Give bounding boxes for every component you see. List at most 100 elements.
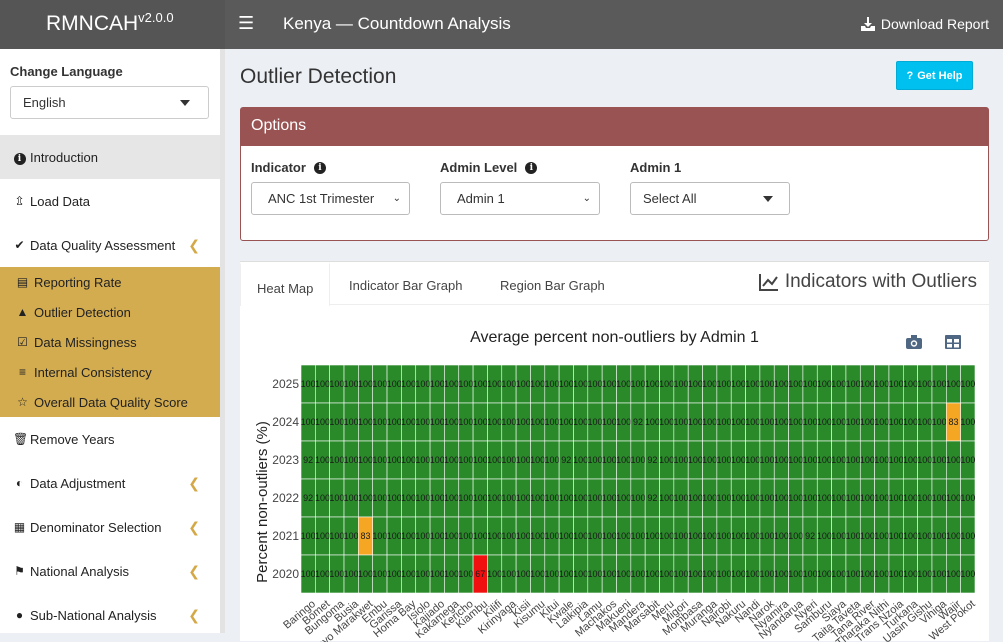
heatmap-cell-label: 100 (616, 417, 631, 427)
heatmap-cell-label: 100 (659, 455, 674, 465)
y-axis-label: Percent non-outliers (%) (254, 421, 271, 583)
heatmap-cell-label: 100 (788, 455, 803, 465)
admin1-label-text: Admin 1 (630, 160, 682, 175)
heatmap-cell-label: 100 (630, 531, 645, 541)
heatmap-cell-label: 100 (444, 455, 459, 465)
heatmap-cell-label: 100 (760, 379, 775, 389)
heatmap-cell-label: 100 (501, 455, 516, 465)
heatmap-cell-label: 100 (932, 379, 947, 389)
admin1-value: Select All (643, 191, 697, 206)
options-title: Options (241, 108, 988, 146)
heatmap-cell-label: 100 (745, 531, 760, 541)
heatmap-cell-label: 100 (817, 379, 832, 389)
heatmap-cell-label: 100 (487, 455, 502, 465)
heatmap-cell-label: 100 (774, 531, 789, 541)
tab-indicator-bar-graph[interactable]: Indicator Bar Graph (349, 278, 463, 293)
heatmap-cell-label: 100 (803, 493, 818, 503)
heatmap-cell-label: 100 (530, 569, 545, 579)
chevron-down-icon: ⌄ (392, 193, 401, 204)
subnav-data-missingness[interactable]: ☑ Data Missingness (0, 327, 220, 357)
heatmap-cell-label: 100 (788, 531, 803, 541)
admin1-select[interactable]: Select All (630, 182, 790, 215)
hamburger-icon[interactable]: ☰ (238, 13, 255, 33)
language-value: English (23, 95, 66, 110)
heatmap-cell-label: 100 (731, 417, 746, 427)
heatmap-cell-label: 100 (616, 569, 631, 579)
heatmap-cell-label: 100 (559, 417, 574, 427)
heatmap-cell-label: 100 (602, 417, 617, 427)
sidebar-item-remove-years[interactable]: 🗑 Remove Years (0, 417, 220, 461)
heatmap-cell-label: 100 (889, 493, 904, 503)
heatmap-cell-label: 100 (817, 493, 832, 503)
check-circle-icon: ✔ (14, 238, 25, 252)
heatmap-cell-label: 100 (817, 417, 832, 427)
subnav-internal-consistency[interactable]: ≡ Internal Consistency (0, 357, 220, 387)
get-help-button[interactable]: ? Get Help (896, 61, 973, 90)
heatmap-cell-label: 100 (358, 455, 373, 465)
tab-heat-map[interactable]: Heat Map (240, 262, 331, 306)
app-title: Kenya — Countdown Analysis (283, 14, 511, 33)
heatmap-cell-label: 100 (358, 379, 373, 389)
sidebar-item-denominator-selection[interactable]: ▦ Denominator Selection ❮ (0, 505, 220, 549)
heatmap-cell-label: 100 (946, 569, 961, 579)
caret-down-icon (763, 196, 773, 202)
heatmap-cell-label: 92 (303, 493, 313, 503)
heatmap-cell-label: 100 (401, 569, 416, 579)
heatmap-cell-label: 92 (303, 455, 313, 465)
heatmap-cell-label: 100 (329, 569, 344, 579)
indicator-select[interactable]: ANC 1st Trimester ⌄ (251, 182, 410, 215)
heatmap-cell-label: 100 (903, 379, 918, 389)
heatmap-cell-label: 100 (846, 379, 861, 389)
sidebar-item-national-analysis[interactable]: ⚑ National Analysis ❮ (0, 549, 220, 593)
sidebar-item-data-quality-assessment[interactable]: ✔ Data Quality Assessment ❮ (0, 223, 220, 267)
table-icon[interactable] (945, 335, 961, 352)
heatmap-cell-label: 100 (717, 569, 732, 579)
subnav-label: Data Missingness (34, 334, 137, 350)
checkbox-icon: ☑ (17, 335, 28, 349)
heatmap-cell-label: 100 (946, 531, 961, 541)
subnav-outlier-detection[interactable]: ▲ Outlier Detection (0, 297, 220, 327)
info-icon[interactable]: i (525, 161, 538, 174)
heatmap-cell-label: 100 (960, 531, 975, 541)
heatmap-cell[interactable] (960, 554, 976, 594)
subnav-label: Outlier Detection (34, 304, 131, 320)
heatmap-cell-label: 100 (559, 493, 574, 503)
panel-title: Indicators with Outliers (758, 271, 977, 293)
sidebar-item-sub-national-analysis[interactable]: ● Sub-National Analysis ❮ (0, 593, 220, 633)
brand-logo[interactable]: RMNCAHv2.0.0 (46, 10, 174, 36)
language-select[interactable]: English (10, 86, 209, 119)
heatmap-cell-label: 67 (475, 569, 485, 579)
data-quality-submenu: ▤ Reporting Rate ▲ Outlier Detection ☑ D… (0, 267, 220, 417)
heatmap-cell-label: 100 (530, 531, 545, 541)
download-report-button[interactable]: Download Report (860, 16, 989, 32)
heatmap-cell-label: 100 (659, 379, 674, 389)
heatmap-cell-label: 100 (774, 455, 789, 465)
heatmap-cell-label: 100 (573, 417, 588, 427)
sidebar-item-introduction[interactable]: i Introduction (0, 135, 220, 179)
panel-title-text: Indicators with Outliers (784, 271, 977, 292)
info-icon[interactable]: i (313, 161, 326, 174)
chevron-left-icon: ❮ (188, 236, 200, 253)
heatmap-cell-label: 100 (387, 493, 402, 503)
brand-name: RMNCAH (46, 12, 139, 35)
heatmap-cell-label: 100 (817, 569, 832, 579)
tab-region-bar-graph[interactable]: Region Bar Graph (500, 278, 605, 293)
heatmap-cell-label: 100 (846, 417, 861, 427)
heatmap-cell-label: 100 (674, 379, 689, 389)
heatmap-cell-label: 100 (544, 455, 559, 465)
admin-level-select[interactable]: Admin 1 ⌄ (440, 182, 600, 215)
sidebar-item-load-data[interactable]: ⇫ Load Data (0, 179, 220, 223)
subnav-overall-data-quality-score[interactable]: ☆ Overall Data Quality Score (0, 387, 220, 417)
sidebar-item-data-adjustment[interactable]: ◐ Data Adjustment ❮ (0, 461, 220, 505)
heatmap-cell-label: 100 (846, 531, 861, 541)
heatmap-cell-label: 100 (917, 493, 932, 503)
heatmap-cell-label: 100 (587, 569, 602, 579)
heatmap-cell-label: 100 (788, 379, 803, 389)
heatmap-cell-label: 100 (587, 493, 602, 503)
camera-icon[interactable] (906, 335, 922, 352)
heatmap-cell-label: 100 (731, 493, 746, 503)
heatmap-cell-label: 100 (329, 417, 344, 427)
heatmap-cell-label: 100 (946, 455, 961, 465)
heatmap-cell-label: 100 (960, 455, 975, 465)
subnav-reporting-rate[interactable]: ▤ Reporting Rate (0, 267, 220, 297)
